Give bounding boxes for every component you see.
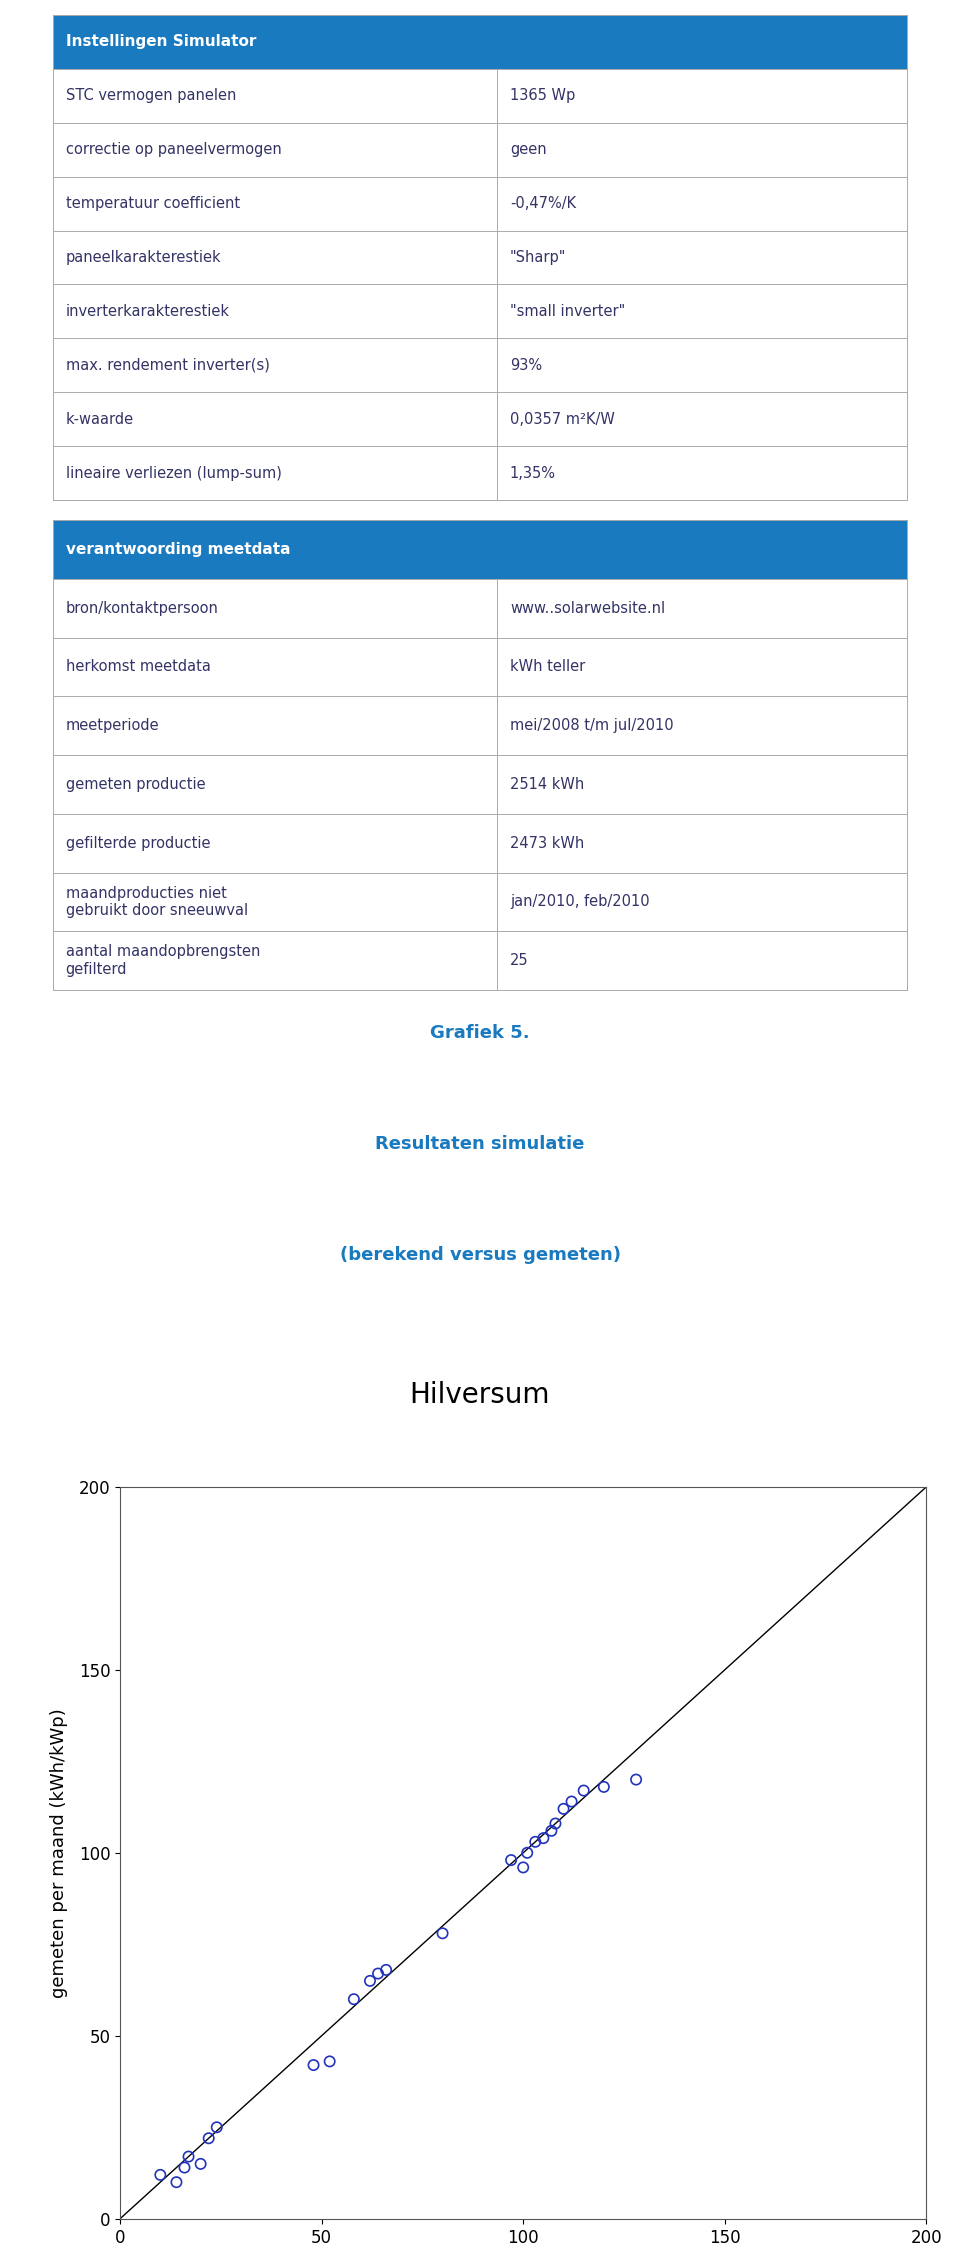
Text: Resultaten simulatie: Resultaten simulatie <box>375 1135 585 1153</box>
Text: 2514 kWh: 2514 kWh <box>510 776 584 792</box>
Text: 93%: 93% <box>510 359 542 372</box>
Text: geen: geen <box>510 141 546 157</box>
Point <box>306 2048 322 2084</box>
Point <box>153 2158 168 2194</box>
Text: Grafiek 5.: Grafiek 5. <box>430 1023 530 1043</box>
Point <box>209 2108 225 2144</box>
Bar <box>53 123 907 177</box>
Text: gefilterde productie: gefilterde productie <box>65 837 210 850</box>
Text: aantal maandopbrengsten
gefilterd: aantal maandopbrengsten gefilterd <box>65 944 260 976</box>
Text: max. rendement inverter(s): max. rendement inverter(s) <box>65 359 270 372</box>
Point <box>516 1850 531 1886</box>
Point <box>180 2138 196 2173</box>
Text: www..solarwebsite.nl: www..solarwebsite.nl <box>510 601 665 615</box>
Point <box>371 1956 386 1992</box>
Bar <box>53 695 907 756</box>
Point <box>503 1842 518 1877</box>
Point <box>576 1772 591 1808</box>
Text: verantwoording meetdata: verantwoording meetdata <box>65 543 290 556</box>
Text: "small inverter": "small inverter" <box>510 303 625 319</box>
Point <box>564 1783 579 1819</box>
Bar <box>53 520 907 579</box>
Text: Hilversum: Hilversum <box>410 1382 550 1409</box>
Text: 1,35%: 1,35% <box>510 467 556 480</box>
Point <box>556 1790 571 1826</box>
Text: STC vermogen panelen: STC vermogen panelen <box>65 87 236 103</box>
Bar <box>53 231 907 285</box>
Bar <box>53 637 907 695</box>
Text: kWh teller: kWh teller <box>510 659 586 675</box>
Text: 0,0357 m²K/W: 0,0357 m²K/W <box>510 413 614 426</box>
Text: 2473 kWh: 2473 kWh <box>510 837 584 850</box>
Text: Instellingen Simulator: Instellingen Simulator <box>65 34 256 49</box>
Text: meetperiode: meetperiode <box>65 718 159 733</box>
Point <box>362 1963 377 1999</box>
Bar <box>53 579 907 637</box>
Bar <box>53 393 907 446</box>
Text: correctie op paneelvermogen: correctie op paneelvermogen <box>65 141 281 157</box>
Bar <box>53 285 907 339</box>
Text: paneelkarakterestiek: paneelkarakterestiek <box>65 249 221 265</box>
Point <box>528 1824 543 1859</box>
Bar <box>53 756 907 814</box>
Text: bron/kontaktpersoon: bron/kontaktpersoon <box>65 601 219 615</box>
Bar <box>53 814 907 873</box>
Point <box>629 1761 644 1797</box>
Bar <box>53 70 907 123</box>
Bar <box>53 339 907 393</box>
Point <box>435 1916 450 1951</box>
Text: gemeten productie: gemeten productie <box>65 776 205 792</box>
Point <box>177 2149 192 2185</box>
Text: jan/2010, feb/2010: jan/2010, feb/2010 <box>510 895 650 908</box>
Point <box>322 2043 337 2079</box>
Bar <box>53 873 907 931</box>
Point <box>536 1821 551 1857</box>
Text: "Sharp": "Sharp" <box>510 249 566 265</box>
Bar <box>53 446 907 500</box>
Bar <box>53 16 907 70</box>
Text: 1365 Wp: 1365 Wp <box>510 87 575 103</box>
Point <box>201 2120 216 2156</box>
Bar <box>53 931 907 989</box>
Text: inverterkarakterestiek: inverterkarakterestiek <box>65 303 229 319</box>
Text: (berekend versus gemeten): (berekend versus gemeten) <box>340 1247 620 1265</box>
Point <box>519 1835 535 1871</box>
Text: 25: 25 <box>510 953 529 969</box>
Bar <box>53 177 907 231</box>
Point <box>596 1770 612 1806</box>
Text: herkomst meetdata: herkomst meetdata <box>65 659 210 675</box>
Text: lineaire verliezen (lump-sum): lineaire verliezen (lump-sum) <box>65 467 281 480</box>
Point <box>378 1951 394 1987</box>
Y-axis label: gemeten per maand (kWh/kWp): gemeten per maand (kWh/kWp) <box>50 1707 67 1999</box>
Text: temperatuur coefficient: temperatuur coefficient <box>65 195 240 211</box>
Text: k-waarde: k-waarde <box>65 413 133 426</box>
Point <box>347 1981 362 2016</box>
Point <box>543 1812 559 1848</box>
Point <box>169 2164 184 2200</box>
Text: -0,47%/K: -0,47%/K <box>510 195 576 211</box>
Point <box>548 1806 564 1842</box>
Point <box>193 2147 208 2182</box>
Text: maandproducties niet
gebruikt door sneeuwval: maandproducties niet gebruikt door sneeu… <box>65 886 248 917</box>
Text: mei/2008 t/m jul/2010: mei/2008 t/m jul/2010 <box>510 718 674 733</box>
